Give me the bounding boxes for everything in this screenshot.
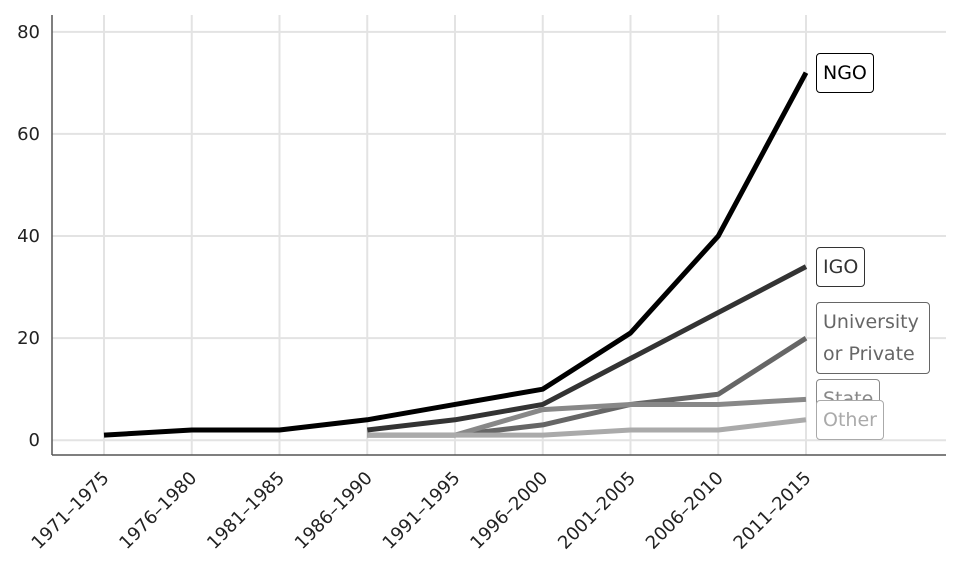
x-tick-label: 2011–2015 — [730, 468, 816, 554]
series-label: IGO — [816, 246, 866, 287]
y-tick-label: 0 — [29, 430, 40, 451]
y-tick-label: 40 — [17, 226, 40, 247]
series-line — [103, 71, 809, 438]
series-label: University or Private — [816, 302, 930, 375]
x-tick-label: 2006–2010 — [642, 468, 728, 554]
x-tick-label: 1981–1985 — [203, 468, 289, 554]
x-tick-label: 1976–1980 — [115, 468, 201, 554]
x-tick-label: 1996–2000 — [466, 468, 552, 554]
x-tick-label: 1971–1975 — [28, 468, 114, 554]
x-tick-label: 1991–1995 — [379, 468, 465, 554]
y-tick-label: 60 — [17, 124, 40, 145]
series-line — [367, 417, 807, 438]
series-label: NGO — [816, 52, 874, 93]
series-line — [366, 264, 808, 433]
x-tick-label: 2001–2005 — [554, 468, 640, 554]
y-tick-label: 80 — [17, 22, 40, 43]
x-tick-label: 1986–1990 — [291, 468, 377, 554]
y-tick-label: 20 — [17, 328, 40, 349]
series-label: Other — [816, 399, 884, 440]
